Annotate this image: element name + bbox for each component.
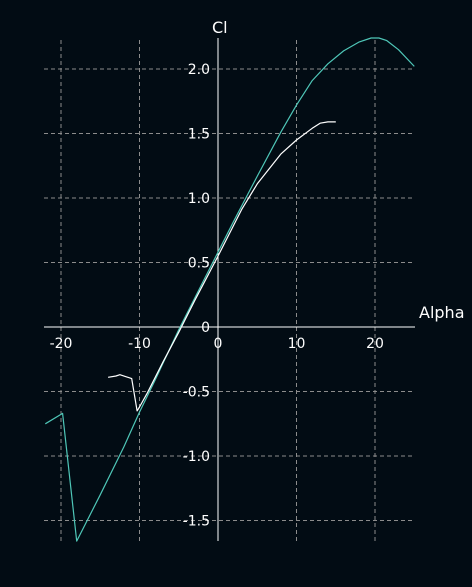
tick-labels: -20 -10 0 10 20 -1.5 -1.0 -0.5 0 0.5 1.0 1.5 2.0 — [50, 62, 384, 530]
x-tick-label: -20 — [50, 336, 73, 352]
y-tick-label: 1.5 — [188, 127, 210, 143]
axes — [44, 38, 415, 541]
y-tick-label: 2.0 — [188, 62, 210, 78]
series-line-1 — [44, 37, 415, 542]
y-tick-label: -0.5 — [183, 385, 210, 401]
y-tick-label: -1.5 — [183, 514, 210, 530]
x-tick-label: 20 — [366, 336, 384, 352]
y-axis-label: Cl — [212, 18, 228, 37]
y-tick-label: -1.0 — [183, 449, 210, 465]
grid — [44, 40, 415, 541]
x-axis-label: Alpha — [419, 303, 465, 322]
y-tick-label: 0.5 — [188, 256, 210, 272]
y-tick-label: 0 — [201, 320, 210, 336]
x-tick-label: 0 — [214, 336, 223, 352]
series-lines — [44, 37, 415, 542]
x-tick-label: -10 — [128, 336, 151, 352]
series-line-2 — [108, 121, 336, 412]
y-tick-label: 1.0 — [188, 191, 210, 207]
x-tick-label: 10 — [288, 336, 306, 352]
